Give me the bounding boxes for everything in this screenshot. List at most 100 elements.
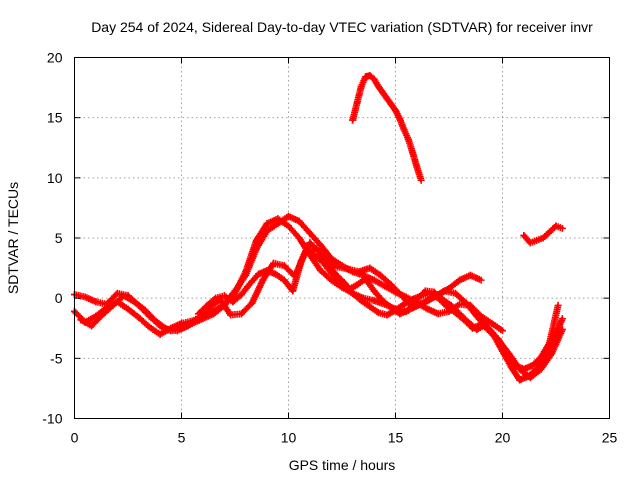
data-point bbox=[263, 220, 271, 228]
data-point bbox=[237, 310, 245, 318]
y-tick-label: -10 bbox=[42, 411, 62, 427]
data-point bbox=[370, 297, 378, 305]
data-point bbox=[259, 276, 267, 284]
data-point bbox=[387, 281, 395, 289]
grid-lines bbox=[74, 57, 610, 419]
data-point bbox=[272, 270, 280, 278]
data-point bbox=[212, 294, 220, 302]
data-point bbox=[327, 269, 335, 277]
data-point bbox=[439, 295, 447, 303]
data-point bbox=[314, 247, 322, 255]
data-point bbox=[533, 236, 541, 244]
data-marks bbox=[71, 72, 566, 384]
data-point bbox=[135, 313, 143, 321]
data-point bbox=[124, 305, 132, 313]
data-point bbox=[141, 306, 149, 314]
data-point bbox=[473, 325, 481, 333]
x-tick-label: 5 bbox=[178, 430, 186, 446]
data-point bbox=[156, 330, 164, 338]
data-point bbox=[456, 276, 464, 284]
data-point bbox=[357, 82, 365, 90]
data-point bbox=[327, 276, 335, 284]
data-point bbox=[88, 322, 96, 330]
data-point bbox=[507, 363, 515, 371]
data-point bbox=[387, 100, 395, 108]
data-point bbox=[421, 287, 429, 295]
data-point bbox=[336, 277, 344, 285]
marker-trail bbox=[77, 245, 566, 382]
data-point bbox=[387, 304, 395, 312]
data-point bbox=[317, 241, 325, 249]
data-point bbox=[404, 135, 412, 143]
data-point bbox=[366, 264, 374, 272]
data-point bbox=[163, 325, 171, 333]
y-tick-label: 10 bbox=[47, 170, 63, 186]
data-point bbox=[370, 75, 378, 83]
data-point bbox=[220, 292, 228, 300]
data-point bbox=[120, 292, 128, 300]
data-point bbox=[145, 323, 153, 331]
data-point bbox=[473, 312, 481, 320]
data-point bbox=[274, 220, 282, 228]
data-point bbox=[499, 347, 506, 355]
y-tick-label: 20 bbox=[47, 50, 63, 66]
data-point bbox=[362, 275, 370, 283]
series-track-7 bbox=[520, 222, 566, 247]
data-point bbox=[528, 362, 536, 370]
data-point bbox=[392, 106, 399, 114]
data-point bbox=[229, 298, 237, 306]
data-point bbox=[456, 300, 464, 308]
data-point bbox=[377, 271, 385, 279]
data-point bbox=[81, 293, 89, 301]
y-tick-label: 15 bbox=[47, 110, 63, 126]
data-point bbox=[248, 299, 256, 307]
data-point bbox=[400, 300, 408, 308]
data-point bbox=[237, 291, 245, 299]
data-point bbox=[404, 306, 412, 314]
data-point bbox=[173, 327, 181, 335]
x-tick-label: 25 bbox=[602, 430, 618, 446]
data-point bbox=[263, 227, 271, 235]
data-point bbox=[246, 280, 254, 288]
data-point bbox=[280, 262, 288, 270]
data-point bbox=[289, 287, 297, 295]
data-point bbox=[319, 258, 327, 266]
data-point bbox=[242, 271, 250, 279]
data-point bbox=[447, 301, 455, 309]
data-point bbox=[210, 307, 218, 315]
data-point bbox=[424, 305, 432, 313]
data-point bbox=[285, 212, 292, 220]
data-point bbox=[77, 316, 85, 324]
data-point bbox=[255, 270, 263, 278]
data-point bbox=[546, 228, 554, 236]
data-point bbox=[353, 281, 361, 289]
data-point bbox=[520, 365, 528, 373]
x-tick-labels: 0 5 10 15 20 25 bbox=[71, 430, 618, 446]
data-point bbox=[413, 295, 421, 303]
data-point bbox=[357, 297, 365, 305]
data-point bbox=[302, 242, 310, 250]
data-point bbox=[344, 286, 352, 294]
data-point bbox=[552, 222, 560, 230]
data-point bbox=[462, 299, 470, 307]
data-point bbox=[353, 99, 361, 107]
y-tick-label: 0 bbox=[55, 290, 63, 306]
chart-title: Day 254 of 2024, Sidereal Day-to-day VTE… bbox=[91, 19, 593, 35]
data-point bbox=[379, 88, 387, 96]
data-point bbox=[231, 287, 239, 295]
data-point bbox=[481, 321, 489, 329]
data-point bbox=[344, 265, 352, 273]
y-tick-label: -5 bbox=[50, 350, 63, 366]
data-point bbox=[317, 266, 325, 274]
data-point bbox=[490, 331, 498, 339]
data-point bbox=[464, 318, 472, 326]
data-point bbox=[398, 292, 406, 300]
data-point bbox=[362, 73, 370, 81]
data-point bbox=[539, 234, 547, 242]
data-point bbox=[441, 287, 449, 295]
data-point bbox=[152, 317, 160, 325]
data-point bbox=[280, 276, 288, 284]
data-point bbox=[374, 82, 382, 90]
data-point bbox=[554, 301, 562, 309]
